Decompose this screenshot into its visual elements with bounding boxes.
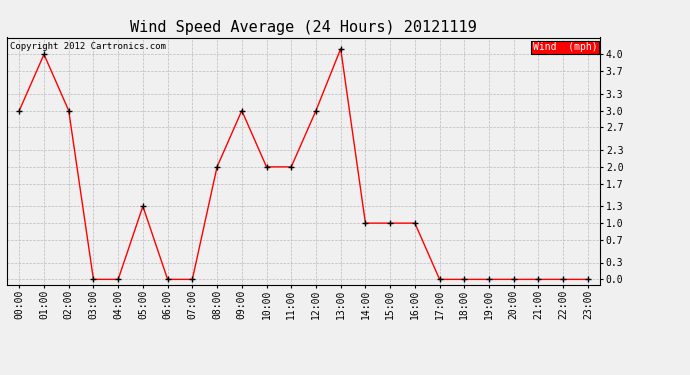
Text: Wind  (mph): Wind (mph)	[533, 42, 598, 52]
Text: Copyright 2012 Cartronics.com: Copyright 2012 Cartronics.com	[10, 42, 166, 51]
Title: Wind Speed Average (24 Hours) 20121119: Wind Speed Average (24 Hours) 20121119	[130, 20, 477, 35]
